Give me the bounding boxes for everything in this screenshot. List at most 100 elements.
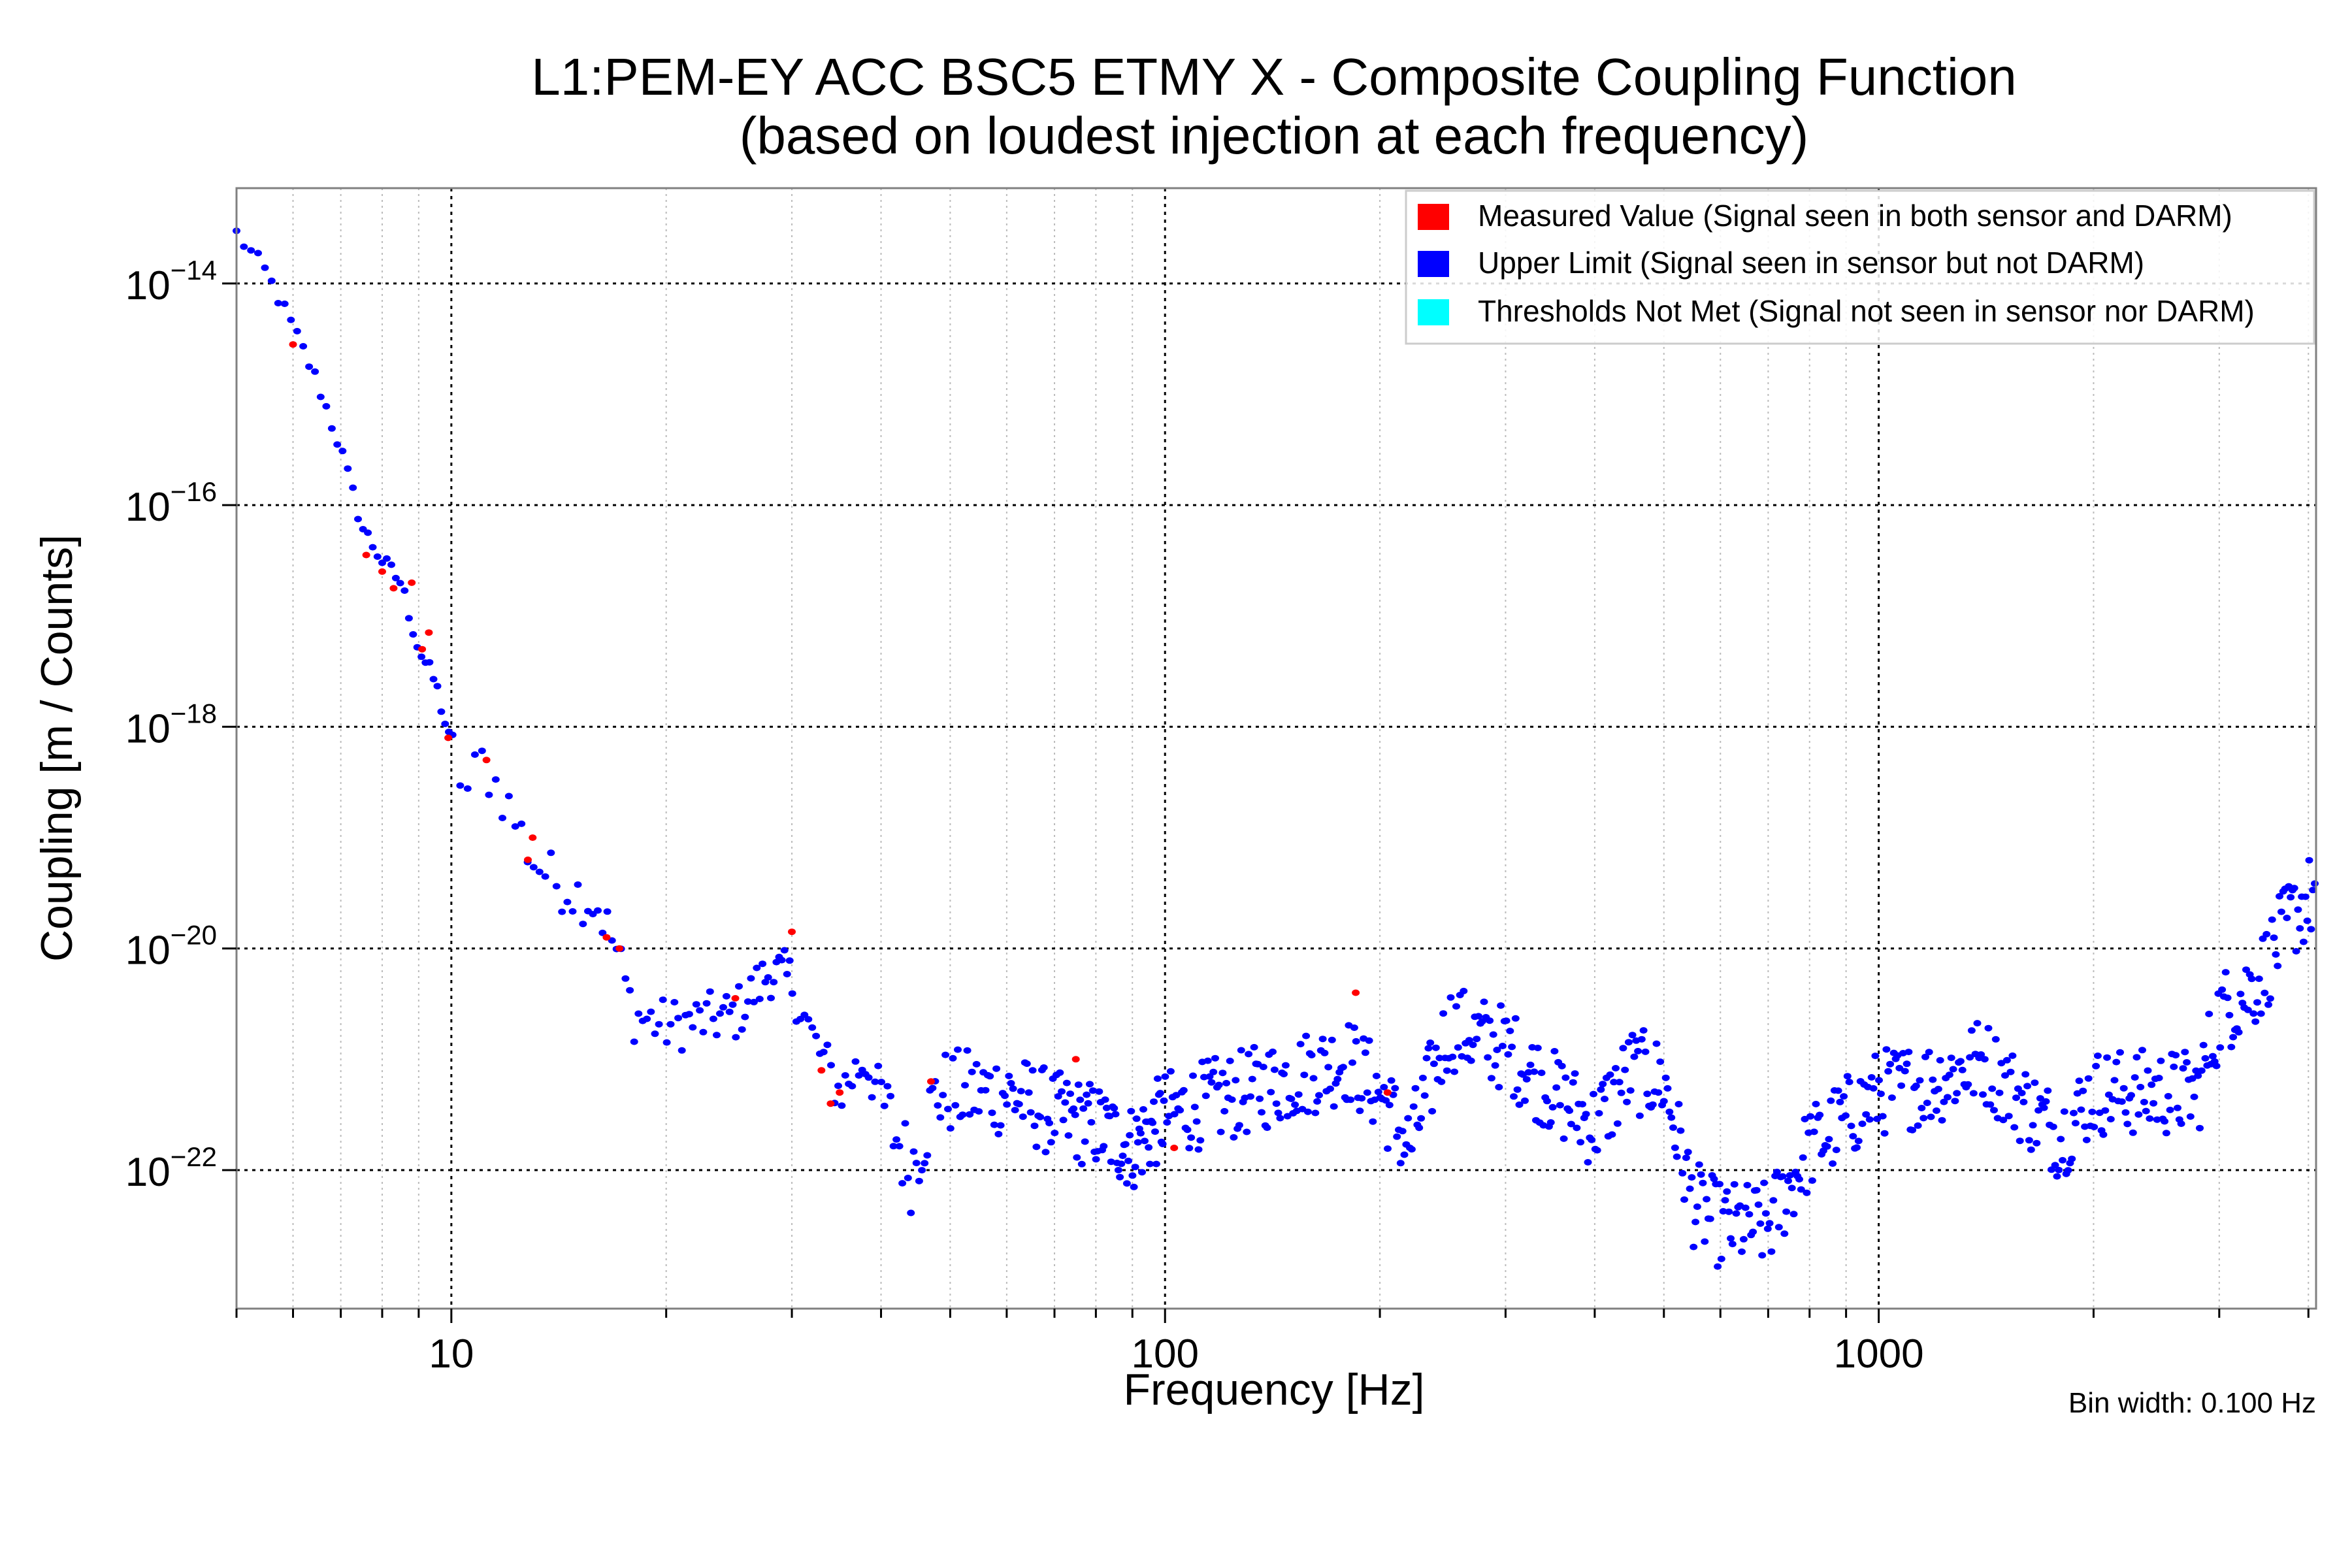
y-axis-label: Coupling [m / Counts] xyxy=(32,534,82,962)
upper-limit-point xyxy=(1467,1057,1475,1064)
upper-limit-point xyxy=(2071,1120,2080,1127)
upper-limit-point xyxy=(1081,1138,1089,1145)
upper-limit-point xyxy=(2155,1075,2163,1081)
upper-limit-point xyxy=(764,974,772,981)
upper-limit-point xyxy=(1571,1070,1579,1077)
upper-limit-point xyxy=(2110,1077,2119,1084)
upper-limit-point xyxy=(770,979,778,986)
upper-limit-point xyxy=(2199,1041,2208,1049)
upper-limit-point xyxy=(1454,1044,1462,1051)
upper-limit-point xyxy=(1969,1090,1978,1097)
upper-limit-point xyxy=(378,559,386,566)
upper-limit-point xyxy=(1921,1053,1929,1060)
upper-limit-point xyxy=(804,1016,813,1023)
upper-limit-point xyxy=(2006,1068,2015,1075)
upper-limit-point xyxy=(1699,1179,1707,1186)
upper-limit-point xyxy=(1648,1101,1657,1108)
upper-limit-point xyxy=(1763,1225,1772,1232)
upper-limit-point xyxy=(2272,951,2280,958)
upper-limit-point xyxy=(2303,917,2311,924)
upper-limit-point xyxy=(743,998,752,1005)
upper-limit-point xyxy=(1411,1085,1420,1092)
upper-limit-point xyxy=(1415,1124,1424,1132)
upper-limit-point xyxy=(1380,1084,1388,1090)
upper-limit-point xyxy=(1274,1109,1282,1117)
upper-limit-point xyxy=(293,327,301,335)
upper-limit-point xyxy=(1028,1067,1037,1074)
upper-limit-point xyxy=(1504,1051,1512,1058)
upper-limit-point xyxy=(240,243,248,250)
upper-limit-point xyxy=(603,908,612,915)
upper-limit-point xyxy=(1697,1171,1705,1178)
upper-limit-point xyxy=(1280,1071,1288,1077)
upper-limit-point xyxy=(1032,1143,1041,1151)
upper-limit-point xyxy=(1635,1112,1644,1119)
upper-limit-point xyxy=(354,515,362,523)
upper-limit-point xyxy=(1358,1095,1366,1102)
upper-limit-point xyxy=(1612,1065,1620,1071)
upper-limit-point xyxy=(1163,1119,1171,1126)
upper-limit-point xyxy=(1149,1119,1157,1126)
upper-limit-point xyxy=(958,1111,967,1119)
upper-limit-point xyxy=(1497,1002,1505,1009)
upper-limit-point xyxy=(1558,1062,1566,1070)
upper-limit-point xyxy=(834,1083,842,1089)
upper-limit-point xyxy=(1984,1024,1993,1032)
upper-limit-point xyxy=(1158,1141,1167,1147)
upper-limit-point xyxy=(934,1102,942,1109)
measured-value-point xyxy=(836,1089,844,1096)
upper-limit-point xyxy=(1146,1160,1154,1168)
upper-limit-point xyxy=(941,1051,950,1058)
upper-limit-point xyxy=(1248,1075,1256,1083)
upper-limit-point xyxy=(1997,1060,2006,1067)
upper-limit-point xyxy=(1797,1186,1805,1193)
measured-value-point xyxy=(482,757,491,764)
upper-limit-point xyxy=(1220,1107,1229,1115)
upper-limit-point xyxy=(1302,1032,1311,1039)
upper-limit-point xyxy=(988,1109,996,1117)
upper-limit-point xyxy=(1460,987,1468,994)
upper-limit-point xyxy=(1610,1079,1618,1086)
upper-limit-point xyxy=(396,580,404,587)
upper-limit-point xyxy=(2040,1104,2048,1111)
upper-limit-point xyxy=(1537,1070,1546,1077)
upper-limit-point xyxy=(2172,1052,2180,1059)
upper-limit-point xyxy=(2021,1071,2030,1078)
upper-limit-point xyxy=(1608,1131,1616,1138)
upper-limit-point xyxy=(2264,1001,2272,1008)
upper-limit-point xyxy=(1250,1043,1258,1051)
upper-limit-point xyxy=(1641,1048,1650,1055)
upper-limit-point xyxy=(1131,1164,1139,1171)
upper-limit-point xyxy=(1226,1057,1234,1064)
upper-limit-point xyxy=(511,823,519,830)
upper-limit-point xyxy=(696,1007,704,1014)
upper-limit-point xyxy=(1511,1015,1520,1022)
upper-limit-point xyxy=(2036,1095,2044,1102)
upper-limit-point xyxy=(2144,1067,2152,1074)
upper-limit-point xyxy=(364,529,372,536)
upper-limit-point xyxy=(702,1000,711,1007)
legend-swatch-measured xyxy=(1418,204,1449,230)
legend-swatch-upper-limit xyxy=(1418,251,1449,277)
upper-limit-point xyxy=(1058,1088,1066,1095)
upper-limit-point xyxy=(574,881,582,888)
upper-limit-point xyxy=(2010,1124,2019,1131)
upper-limit-point xyxy=(1190,1103,1199,1111)
upper-limit-point xyxy=(1728,1241,1737,1248)
upper-limit-point xyxy=(1991,1036,2000,1043)
upper-limit-point xyxy=(1324,1064,1333,1071)
upper-limit-point xyxy=(1313,1098,1322,1105)
measured-value-point xyxy=(1352,989,1360,996)
upper-limit-point xyxy=(383,555,391,562)
upper-limit-point xyxy=(1630,1053,1639,1060)
upper-limit-point xyxy=(777,956,786,964)
upper-limit-point xyxy=(2106,1116,2115,1122)
upper-limit-point xyxy=(706,988,714,995)
upper-limit-point xyxy=(1686,1185,1694,1192)
upper-limit-point xyxy=(1170,1111,1179,1118)
upper-limit-point xyxy=(1134,1139,1142,1146)
upper-limit-point xyxy=(909,1148,918,1155)
upper-limit-point xyxy=(1951,1098,1959,1105)
upper-limit-point xyxy=(425,659,434,666)
upper-limit-point xyxy=(1543,1098,1551,1105)
